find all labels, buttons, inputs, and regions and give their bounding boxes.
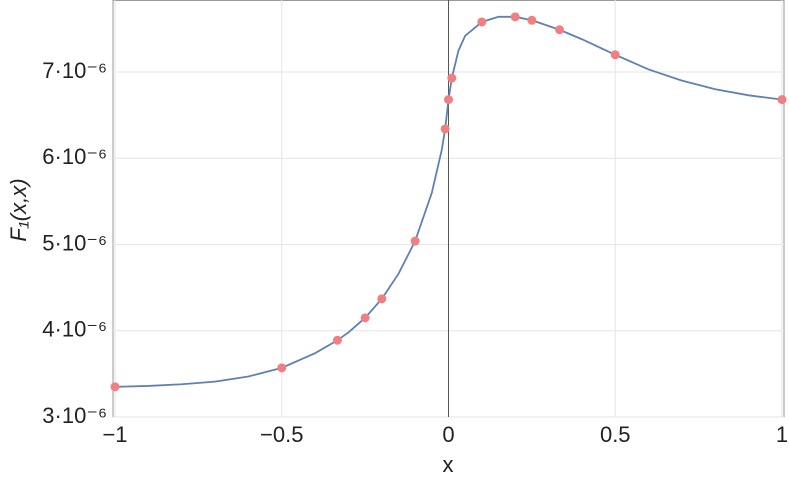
data-point (110, 382, 120, 392)
x-tick-label: −1 (102, 422, 127, 447)
x-axis-label: x (443, 452, 454, 477)
data-point (527, 15, 537, 25)
x-tick-label: 0 (442, 422, 454, 447)
y-tick-label: 4·10⁻⁶ (42, 317, 107, 342)
data-point (447, 73, 457, 83)
y-tick-label: 5·10⁻⁶ (42, 230, 107, 255)
data-point (444, 95, 453, 105)
data-point (777, 95, 787, 105)
data-point (377, 294, 387, 304)
x-tick-label: 0.5 (600, 422, 631, 447)
data-point (360, 313, 370, 323)
data-point (332, 335, 342, 345)
y-tick-label: 6·10⁻⁶ (42, 144, 107, 169)
y-tick-label: 7·10⁻⁶ (42, 58, 107, 83)
y-tick-label: 3·10⁻⁶ (42, 403, 107, 428)
x-tick-label: −0.5 (260, 422, 303, 447)
data-point (555, 25, 565, 35)
x-tick-label: 1 (776, 422, 788, 447)
data-point (610, 50, 620, 60)
data-point (440, 124, 450, 134)
y-axis-label: F₁(x,x) (6, 178, 31, 241)
data-point (410, 236, 420, 246)
data-point (277, 363, 287, 373)
data-point (510, 12, 520, 22)
data-point (477, 17, 487, 27)
curve (114, 15, 783, 388)
